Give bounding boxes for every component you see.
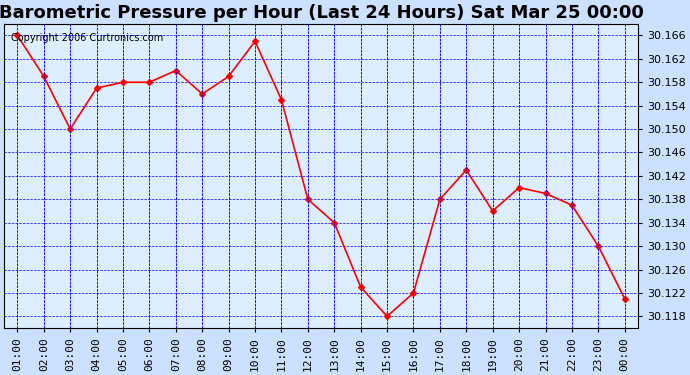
Text: Copyright 2006 Curtronics.com: Copyright 2006 Curtronics.com xyxy=(10,33,163,43)
Title: Barometric Pressure per Hour (Last 24 Hours) Sat Mar 25 00:00: Barometric Pressure per Hour (Last 24 Ho… xyxy=(0,4,644,22)
